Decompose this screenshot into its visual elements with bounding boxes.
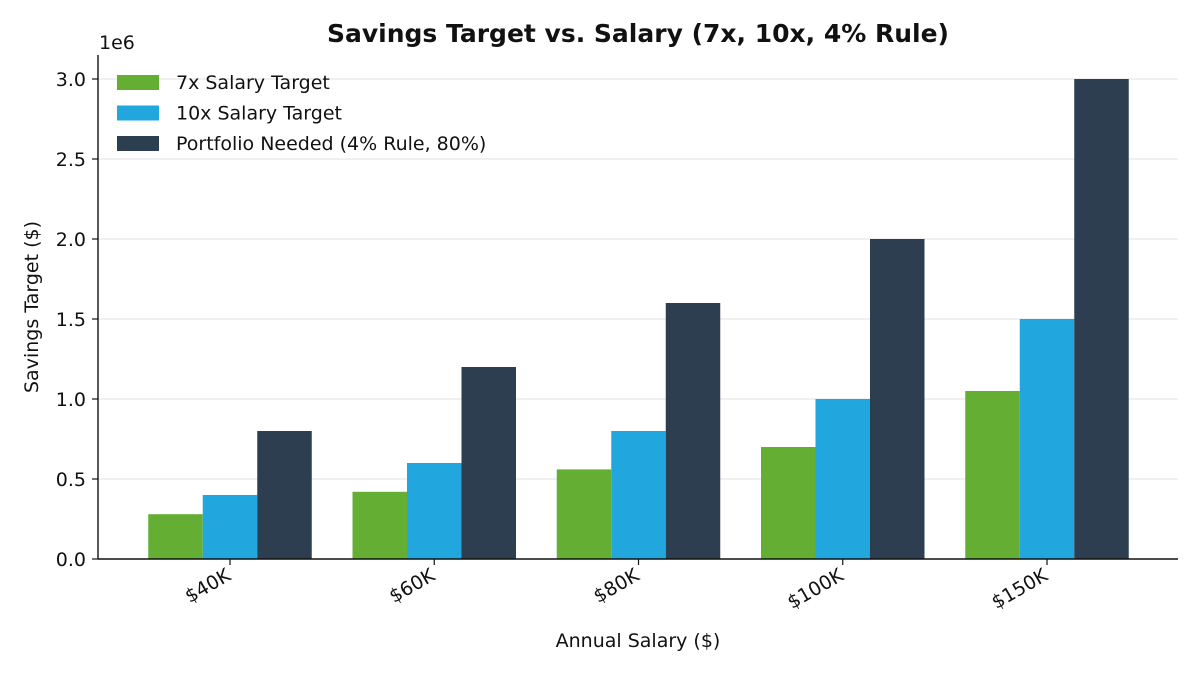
legend-label: Portfolio Needed (4% Rule, 80%): [176, 133, 486, 155]
x-tick-label: $80K: [590, 564, 644, 608]
bar: [611, 431, 666, 559]
legend-label: 10x Salary Target: [176, 103, 342, 125]
y-tick-label: 3.0: [56, 69, 86, 91]
y-axis-offset-label: 1e6: [99, 32, 135, 54]
bars-layer: [148, 79, 1129, 559]
y-axis-label: Savings Target ($): [21, 221, 43, 393]
bar: [1019, 319, 1075, 559]
bar: [815, 399, 870, 559]
bar: [352, 491, 407, 559]
bar: [556, 469, 612, 559]
bar: [665, 303, 721, 559]
x-tick-label: $60K: [386, 564, 440, 608]
bar: [965, 391, 1020, 559]
bar: [407, 463, 462, 559]
bar: [202, 495, 258, 559]
y-tick-label: 0.0: [56, 549, 86, 571]
x-tick-label: $40K: [181, 564, 235, 608]
y-tick-label: 1.0: [56, 389, 86, 411]
bar: [257, 431, 312, 559]
legend-swatch: [117, 105, 159, 121]
bar: [870, 239, 925, 559]
legend: 7x Salary Target 10x Salary Target Portfol…: [117, 72, 486, 155]
x-tick-label: $150K: [988, 564, 1052, 614]
x-tick-label: $100K: [784, 564, 848, 614]
chart-title: Savings Target vs. Salary (7x, 10x, 4% R…: [327, 19, 949, 48]
bar: [1074, 79, 1129, 559]
y-tick-label: 2.0: [56, 229, 86, 251]
y-tick-label: 1.5: [56, 309, 86, 331]
bar: [461, 367, 516, 559]
x-axis-label: Annual Salary ($): [556, 630, 721, 652]
y-tick-label: 0.5: [56, 469, 86, 491]
bar: [761, 447, 816, 559]
y-tick-label: 2.5: [56, 149, 86, 171]
bar: [148, 514, 203, 559]
legend-swatch: [117, 136, 159, 151]
legend-label: 7x Salary Target: [176, 72, 330, 94]
legend-swatch: [117, 75, 159, 90]
